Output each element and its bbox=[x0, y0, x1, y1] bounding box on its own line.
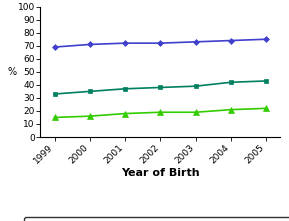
Legend: early postpartum, at 6 months, at 12 months: early postpartum, at 6 months, at 12 mon… bbox=[25, 217, 289, 221]
Y-axis label: %: % bbox=[8, 67, 17, 77]
X-axis label: Year of Birth: Year of Birth bbox=[121, 168, 200, 178]
